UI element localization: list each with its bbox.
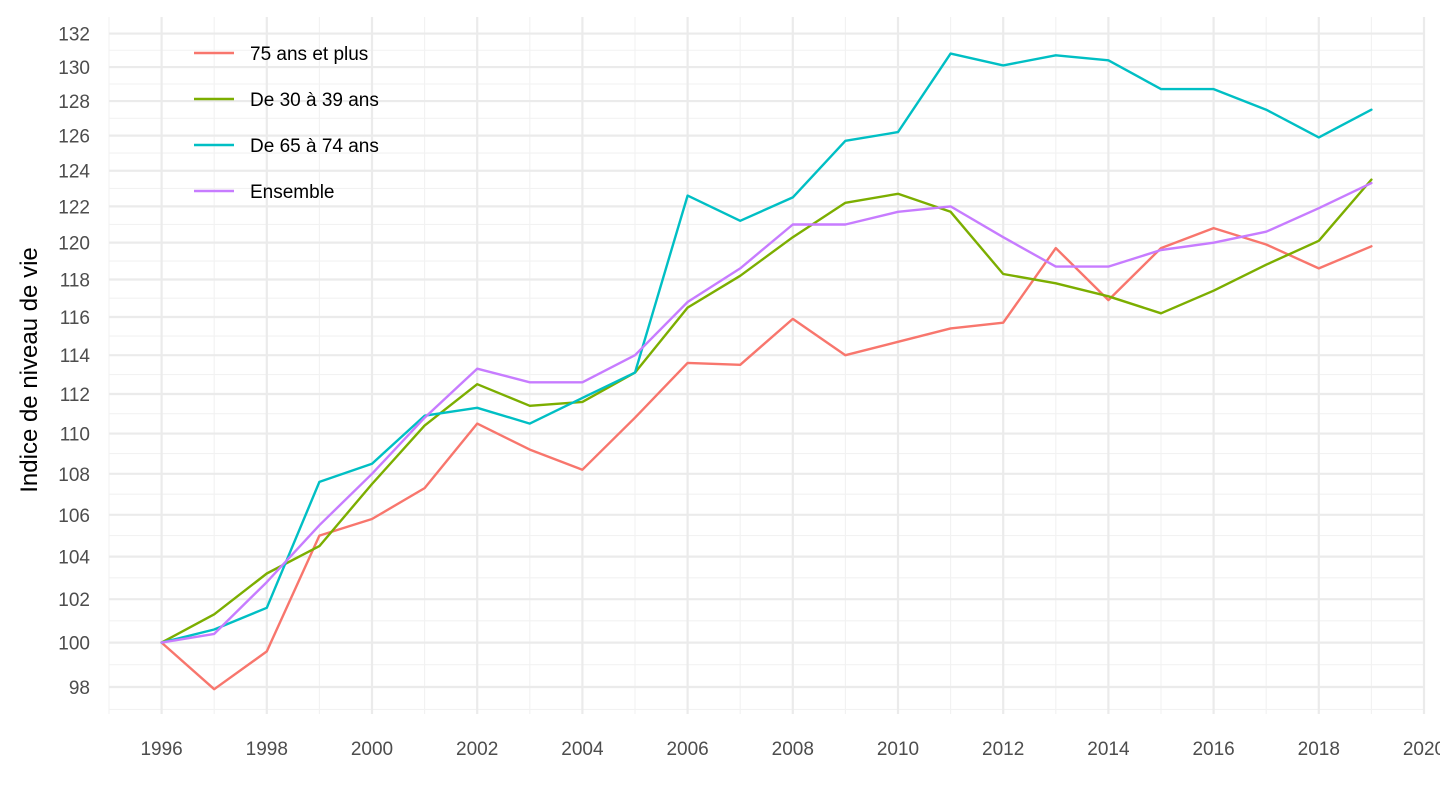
x-tick-label: 2004: [561, 739, 604, 760]
y-tick-label: 122: [58, 197, 90, 218]
y-tick-label: 116: [60, 308, 90, 329]
x-tick-label: 2006: [666, 739, 708, 760]
x-tick-label: 1996: [140, 739, 182, 760]
x-tick-label: 2014: [1087, 739, 1130, 760]
legend-label: De 30 à 39 ans: [250, 90, 379, 111]
legend-label: Ensemble: [250, 182, 335, 203]
y-tick-label: 112: [60, 385, 90, 406]
x-tick-label: 2020: [1403, 739, 1440, 760]
y-tick-label: 120: [58, 234, 90, 255]
y-tick-label: 98: [69, 678, 90, 699]
y-tick-label: 132: [58, 25, 90, 46]
y-tick-label: 124: [58, 162, 90, 183]
y-tick-label: 126: [58, 127, 90, 148]
y-tick-label: 118: [60, 271, 90, 292]
y-tick-label: 106: [58, 506, 90, 527]
y-tick-label: 108: [58, 465, 90, 486]
series-line-3: [160, 52, 1373, 644]
y-tick-label: 104: [58, 548, 90, 569]
minor-gridlines: [108, 17, 1424, 714]
series-lines: [160, 52, 1373, 691]
y-tick-label: 102: [58, 590, 90, 611]
series-line-1: [160, 226, 1373, 691]
legend-item: De 30 à 39 ans: [194, 90, 379, 111]
x-tick-label: 1998: [246, 739, 288, 760]
x-tick-label: 2012: [982, 739, 1024, 760]
major-gridlines: [109, 17, 1426, 714]
legend: 75 ans et plus De 30 à 39 ans De 65 à 74 a…: [194, 44, 379, 203]
legend-label: 75 ans et plus: [250, 44, 368, 65]
y-tick-label: 130: [58, 58, 90, 79]
legend-item: Ensemble: [194, 182, 335, 203]
x-tick-label: 2008: [772, 739, 814, 760]
x-tick-label: 2000: [351, 739, 393, 760]
series-line-2: [160, 178, 1373, 644]
x-tick-label: 2016: [1192, 739, 1234, 760]
y-axis-title: Indice de niveau de vie: [16, 247, 43, 493]
y-tick-label: 114: [60, 346, 91, 367]
x-tick-label: 2002: [456, 739, 498, 760]
x-tick-label: 2018: [1298, 739, 1340, 760]
legend-label: De 65 à 74 ans: [250, 136, 379, 157]
series-line-4: [160, 181, 1373, 644]
y-axis-tick-labels: 98 100 102 104 106 108 110 112 114 116 118 120 122 12…: [58, 25, 90, 699]
y-tick-label: 100: [58, 634, 90, 655]
legend-item: 75 ans et plus: [194, 44, 368, 65]
legend-item: De 65 à 74 ans: [194, 136, 379, 157]
x-tick-label: 2010: [877, 739, 919, 760]
y-tick-label: 128: [58, 92, 90, 113]
y-tick-label: 110: [60, 425, 90, 446]
x-axis-tick-labels: 1996 1998 2000 2002 2004 2006 2008 2010 2012 2014…: [140, 739, 1440, 760]
